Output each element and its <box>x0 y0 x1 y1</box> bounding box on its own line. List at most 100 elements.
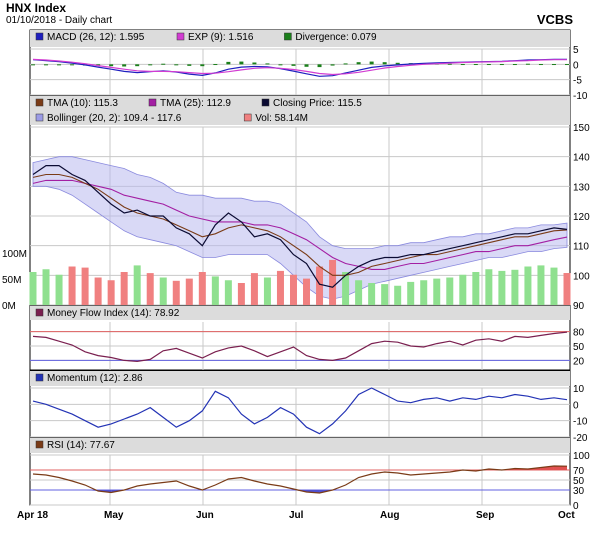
volume-bar <box>146 273 154 305</box>
volume-bar <box>472 272 480 305</box>
rsi-oversold-fill <box>85 490 99 491</box>
volume-bar <box>42 269 50 305</box>
volume-bar <box>133 265 141 305</box>
divergence-bar <box>200 64 205 67</box>
price-ytick-label: 90 <box>573 301 585 312</box>
series-line-money-flow-index-14- <box>32 331 568 363</box>
mfi-ytick-label: 50 <box>573 342 585 353</box>
macd-panel: 5 0 -5 -10 MACD (26, 12): 1.595 EXP (9): 1.51… <box>29 29 588 102</box>
x-tick-label: Jul <box>289 510 304 521</box>
legend-swatch <box>35 440 44 449</box>
divergence-bar <box>565 64 569 66</box>
divergence-bar <box>486 64 491 66</box>
volume-bar <box>446 277 454 305</box>
legend-entry: Bollinger (20, 2): 109.4 - 117.6 <box>47 113 182 124</box>
price-ytick-label: 130 <box>573 182 590 193</box>
rsi-ytick-label: 0 <box>573 501 579 512</box>
series-line-momentum-12- <box>32 387 568 435</box>
volume-bar <box>407 281 415 305</box>
volume-bar <box>368 283 376 305</box>
volume-bar <box>107 280 115 305</box>
rsi-ytick-label: 100 <box>573 451 590 462</box>
brand-label: VCBS <box>536 12 573 27</box>
divergence-bar <box>382 62 387 65</box>
price-ytick-label: 140 <box>573 153 590 164</box>
series-line-closing-price <box>32 165 568 288</box>
macd-ytick-label: 0 <box>573 60 579 71</box>
x-tick-label: Sep <box>476 510 494 521</box>
price-ytick-label: 150 <box>573 123 590 134</box>
macd-ytick-label: -10 <box>573 91 588 102</box>
volume-bar <box>211 276 219 305</box>
divergence-bar <box>148 64 153 66</box>
rsi-ytick-label: 70 <box>573 466 585 477</box>
price-panel: 150 140 130 120 110 100 90 TMA (10): 115.3 TMA (… <box>2 95 590 312</box>
legend-swatch <box>148 98 157 107</box>
volume-tick-label: 100M <box>2 249 27 260</box>
series-line-tma-25- <box>32 179 568 270</box>
legend-swatch <box>35 308 44 317</box>
divergence-bar <box>291 64 296 66</box>
divergence-bar <box>239 61 244 65</box>
price-ytick-label: 120 <box>573 212 590 223</box>
divergence-bar <box>70 64 75 66</box>
legend-swatch <box>261 98 270 107</box>
momentum-panel: 10 0 -10 -20 Momentum (12): 2.86 <box>29 370 588 444</box>
rsi-ytick-label: 50 <box>573 476 585 487</box>
volume-tick-label: 0M <box>2 301 16 312</box>
volume-bar <box>524 266 532 305</box>
divergence-bar <box>395 62 400 65</box>
momentum-ytick-label: 10 <box>573 384 585 395</box>
divergence-bar <box>304 64 309 67</box>
series-line-exp-9- <box>32 58 567 76</box>
divergence-bar <box>369 61 374 65</box>
divergence-bar <box>343 63 348 65</box>
x-tick-label: Jun <box>196 510 214 521</box>
volume-bar <box>511 269 519 305</box>
divergence-bar <box>44 64 49 66</box>
series-line-tma-10- <box>32 173 568 276</box>
rsi-ytick-label: 30 <box>573 486 585 497</box>
legend-entry: EXP (9): 1.516 <box>188 32 254 43</box>
x-tick-label: Oct <box>558 510 575 521</box>
volume-bar <box>120 272 128 305</box>
volume-bar <box>355 280 363 305</box>
volume-bar <box>550 267 558 305</box>
volume-bar <box>198 272 206 305</box>
momentum-ytick-label: -20 <box>573 433 588 444</box>
divergence-bar <box>31 64 35 66</box>
price-ytick-label: 100 <box>573 271 590 282</box>
divergence-bar <box>499 64 504 66</box>
rsi-legend-band <box>30 438 570 453</box>
divergence-bar <box>278 64 283 66</box>
volume-bar <box>381 284 389 305</box>
legend-entry: Closing Price: 115.5 <box>273 98 362 109</box>
legend-swatch <box>243 113 252 122</box>
series-line-rsi-14- <box>32 465 568 494</box>
volume-bar <box>81 267 89 305</box>
volume-bar <box>342 272 350 305</box>
x-tick-label: May <box>104 510 124 521</box>
mfi-ytick-label: 20 <box>573 356 585 367</box>
volume-bar <box>303 278 311 305</box>
volume-bar <box>94 277 102 305</box>
legend-swatch <box>35 373 44 382</box>
momentum-ytick-label: -10 <box>573 417 588 428</box>
divergence-bar <box>109 64 114 67</box>
legend-swatch <box>176 32 185 41</box>
legend-entry: RSI (14): 77.67 <box>47 440 115 451</box>
divergence-bar <box>317 64 322 68</box>
divergence-bar <box>226 61 231 65</box>
macd-legend-band <box>30 30 570 47</box>
divergence-bar <box>473 64 478 66</box>
legend-entry: Vol: 58.14M <box>255 113 308 124</box>
volume-bar <box>224 280 232 305</box>
legend-swatch <box>35 32 44 41</box>
legend-swatch <box>284 32 292 41</box>
momentum-ytick-label: 0 <box>573 400 579 411</box>
divergence-bar <box>135 64 140 67</box>
volume-bar <box>55 274 63 305</box>
macd-ytick-label: 5 <box>573 45 579 56</box>
mfi-ytick-label: 80 <box>573 328 585 339</box>
